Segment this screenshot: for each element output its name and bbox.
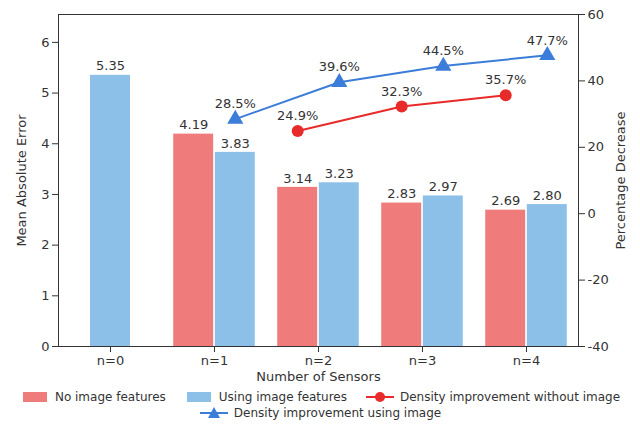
svg-text:1: 1	[41, 288, 49, 303]
svg-text:-40: -40	[588, 339, 609, 354]
svg-text:4.19: 4.19	[179, 117, 208, 132]
svg-text:60: 60	[588, 7, 605, 22]
svg-text:28.5%: 28.5%	[215, 96, 256, 111]
svg-text:39.6%: 39.6%	[319, 59, 360, 74]
svg-text:n=3: n=3	[409, 353, 436, 368]
svg-text:Number of Sensors: Number of Sensors	[256, 369, 381, 384]
svg-text:2: 2	[41, 237, 49, 252]
svg-text:Mean Absolute Error: Mean Absolute Error	[14, 114, 29, 247]
svg-text:6: 6	[41, 35, 49, 50]
html-text:Density improvement without im: Density improvement without image	[400, 390, 621, 404]
svg-text:5.35: 5.35	[96, 58, 125, 73]
svg-text:4: 4	[41, 136, 49, 151]
svg-text:24.9%: 24.9%	[277, 108, 318, 123]
svg-text:47.7%: 47.7%	[527, 32, 568, 47]
svg-text:n=2: n=2	[305, 353, 332, 368]
svg-text:-20: -20	[588, 272, 609, 287]
svg-text:3.23: 3.23	[325, 166, 354, 181]
html-text:Using image features: Using image features	[218, 390, 347, 404]
svg-text:0: 0	[41, 339, 49, 354]
svg-text:n=0: n=0	[97, 353, 124, 368]
svg-text:3.14: 3.14	[283, 171, 312, 186]
svg-text:n=4: n=4	[513, 353, 540, 368]
html-text:No image features: No image features	[54, 390, 166, 404]
svg-text:0: 0	[588, 206, 596, 221]
svg-text:32.3%: 32.3%	[381, 84, 422, 99]
svg-text:44.5%: 44.5%	[423, 43, 464, 58]
svg-text:n=1: n=1	[201, 353, 228, 368]
svg-text:2.80: 2.80	[533, 188, 562, 203]
html-text:Density improvement using imag: Density improvement using image	[233, 406, 442, 420]
svg-text:2.97: 2.97	[429, 179, 458, 194]
svg-text:40: 40	[588, 73, 605, 88]
svg-text:3.83: 3.83	[221, 136, 250, 151]
svg-text:3: 3	[41, 187, 49, 202]
svg-text:5: 5	[41, 85, 49, 100]
svg-text:Percentage Decrease: Percentage Decrease	[613, 111, 628, 249]
svg-text:2.83: 2.83	[387, 186, 416, 201]
svg-text:35.7%: 35.7%	[485, 72, 526, 87]
svg-text:2.69: 2.69	[491, 193, 520, 208]
svg-text:20: 20	[588, 139, 605, 154]
